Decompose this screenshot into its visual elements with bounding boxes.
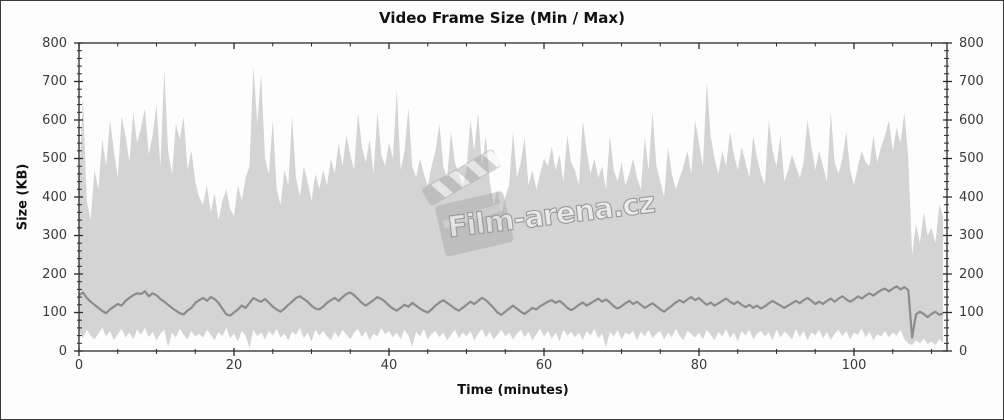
x-tick-label: 60	[535, 358, 553, 373]
x-tick-label: 20	[225, 358, 243, 373]
y-tick-label: 0	[58, 343, 67, 359]
x-tick-label: 80	[690, 358, 708, 373]
y-tick-label: 400	[959, 189, 984, 205]
y-tick-label: 0	[959, 343, 968, 359]
y-tick-label: 500	[959, 151, 984, 166]
y-tick-label: 300	[959, 228, 984, 243]
x-tick-label: 0	[74, 358, 84, 373]
y-tick-label: 600	[959, 112, 984, 128]
x-tick-label: 100	[841, 358, 867, 373]
y-tick-label: 200	[42, 266, 67, 282]
y-tick-label: 500	[42, 151, 67, 166]
y-tick-label: 400	[42, 189, 67, 205]
y-tick-label: 800	[959, 35, 984, 51]
y-tick-label: 100	[42, 305, 67, 320]
y-tick-label: 300	[42, 228, 67, 243]
y-tick-label: 100	[959, 305, 984, 320]
minmax-band	[79, 66, 944, 348]
y-tick-label: 800	[42, 35, 67, 51]
y-tick-label: 600	[42, 112, 67, 128]
chart-title: Video Frame Size (Min / Max)	[379, 9, 625, 27]
x-axis-title: Time (minutes)	[457, 383, 569, 398]
y-tick-label: 200	[959, 266, 984, 282]
avg-line	[78, 285, 944, 339]
y-tick-label: 700	[959, 74, 984, 89]
x-tick-label: 40	[380, 358, 398, 373]
y-tick-label: 700	[42, 74, 67, 89]
